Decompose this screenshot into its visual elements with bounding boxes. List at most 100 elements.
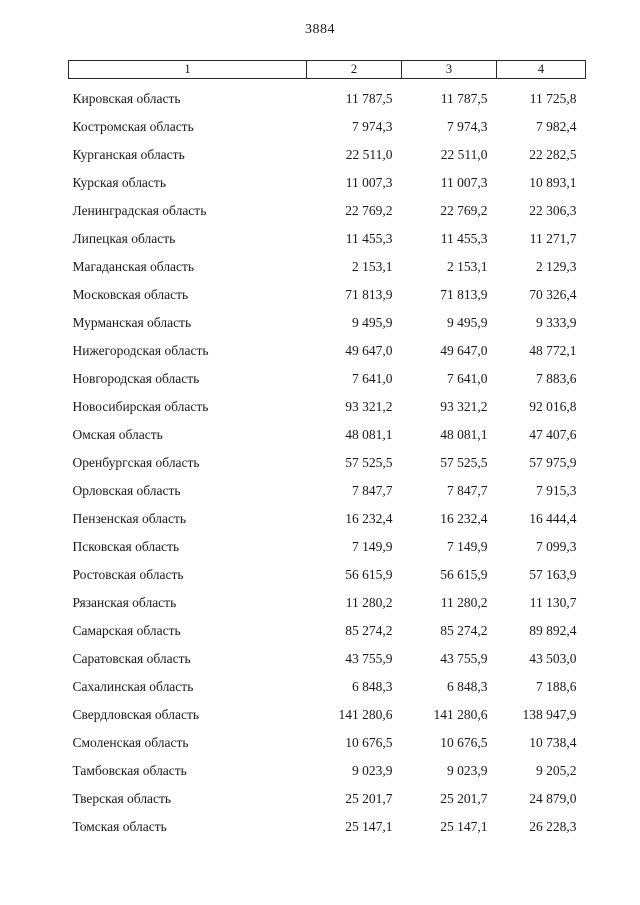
value-cell: 10 676,5 xyxy=(440,735,488,750)
table-row: Магаданская область 2 153,1 2 153,1 2 129,3 xyxy=(69,253,586,281)
value-cell: 16 444,4 xyxy=(529,511,577,526)
value-cell: 56 615,9 xyxy=(440,567,488,582)
value-cell: 25 201,7 xyxy=(440,791,488,806)
table-row: Липецкая область 11 455,3 11 455,3 11 271,7 xyxy=(69,225,586,253)
table-row: Оренбургская область 57 525,5 57 525,5 57 9… xyxy=(69,449,586,477)
value-cell: 10 893,1 xyxy=(529,175,577,190)
value-cell: 71 813,9 xyxy=(345,287,393,302)
value-cell: 85 274,2 xyxy=(440,623,488,638)
value-cell: 43 755,9 xyxy=(345,651,393,666)
value-cell: 7 974,3 xyxy=(352,119,393,134)
value-cell: 11 280,2 xyxy=(345,595,393,610)
value-cell: 11 007,3 xyxy=(345,175,393,190)
value-cell: 11 007,3 xyxy=(440,175,488,190)
value-cell: 9 495,9 xyxy=(447,315,488,330)
value-cell: 10 676,5 xyxy=(345,735,393,750)
value-cell: 6 848,3 xyxy=(352,679,393,694)
value-cell: 22 282,5 xyxy=(529,147,577,162)
table-row: Орловская область 7 847,7 7 847,7 7 915,3 xyxy=(69,477,586,505)
value-cell: 57 163,9 xyxy=(529,567,577,582)
value-cell: 2 153,1 xyxy=(447,259,488,274)
value-cell: 25 147,1 xyxy=(440,819,488,834)
value-cell: 70 326,4 xyxy=(529,287,577,302)
region-name-cell: Омская область xyxy=(72,427,163,442)
value-cell: 26 228,3 xyxy=(529,819,577,834)
region-name-cell: Рязанская область xyxy=(72,595,177,610)
value-cell: 9 495,9 xyxy=(352,315,393,330)
table-row: Тверская область 25 201,7 25 201,7 24 879,0 xyxy=(69,785,586,813)
value-cell: 2 129,3 xyxy=(536,259,577,274)
value-cell: 11 130,7 xyxy=(529,595,577,610)
value-cell: 2 153,1 xyxy=(352,259,393,274)
value-cell: 22 511,0 xyxy=(440,147,488,162)
value-cell: 7 847,7 xyxy=(352,483,393,498)
value-cell: 141 280,6 xyxy=(433,707,488,722)
table-row: Смоленская область 10 676,5 10 676,5 10 738… xyxy=(69,729,586,757)
value-cell: 43 755,9 xyxy=(440,651,488,666)
column-header-4: 4 xyxy=(496,60,586,79)
table-row: Ростовская область 56 615,9 56 615,9 57 163… xyxy=(69,561,586,589)
value-cell: 138 947,9 xyxy=(522,707,577,722)
table-row: Псковская область 7 149,9 7 149,9 7 099,3 xyxy=(69,533,586,561)
value-cell: 11 280,2 xyxy=(440,595,488,610)
value-cell: 141 280,6 xyxy=(338,707,393,722)
value-cell: 93 321,2 xyxy=(440,399,488,414)
region-name-cell: Орловская область xyxy=(72,483,181,498)
value-cell: 49 647,0 xyxy=(440,343,488,358)
value-cell: 57 975,9 xyxy=(529,455,577,470)
value-cell: 93 321,2 xyxy=(345,399,393,414)
table-row: Омская область 48 081,1 48 081,1 47 407,6 xyxy=(69,421,586,449)
table-row: Костромская область 7 974,3 7 974,3 7 982,4 xyxy=(69,113,586,141)
value-cell: 7 188,6 xyxy=(536,679,577,694)
region-name-cell: Курская область xyxy=(72,175,166,190)
table-row: Кировская область 11 787,5 11 787,5 11 725,… xyxy=(69,79,586,114)
value-cell: 47 407,6 xyxy=(529,427,577,442)
region-name-cell: Новгородская область xyxy=(72,371,200,386)
value-cell: 7 149,9 xyxy=(352,539,393,554)
value-cell: 7 099,3 xyxy=(536,539,577,554)
table-row: Томская область 25 147,1 25 147,1 26 228,3 xyxy=(69,813,586,841)
region-name-cell: Сахалинская область xyxy=(72,679,194,694)
table-row: Рязанская область 11 280,2 11 280,2 11 130,… xyxy=(69,589,586,617)
value-cell: 48 081,1 xyxy=(345,427,393,442)
value-cell: 22 769,2 xyxy=(345,203,393,218)
value-cell: 25 201,7 xyxy=(345,791,393,806)
value-cell: 22 769,2 xyxy=(440,203,488,218)
region-name-cell: Смоленская область xyxy=(72,735,189,750)
table-row: Нижегородская область 49 647,0 49 647,0 48 … xyxy=(69,337,586,365)
value-cell: 11 271,7 xyxy=(529,231,577,246)
region-name-cell: Курганская область xyxy=(72,147,185,162)
value-cell: 11 787,5 xyxy=(440,91,488,106)
table-row: Новгородская область 7 641,0 7 641,0 7 883,… xyxy=(69,365,586,393)
value-cell: 49 647,0 xyxy=(345,343,393,358)
value-cell: 11 455,3 xyxy=(440,231,488,246)
value-cell: 9 333,9 xyxy=(536,315,577,330)
value-cell: 57 525,5 xyxy=(345,455,393,470)
region-name-cell: Тамбовская область xyxy=(72,763,187,778)
region-name-cell: Нижегородская область xyxy=(72,343,209,358)
value-cell: 56 615,9 xyxy=(345,567,393,582)
region-name-cell: Самарская область xyxy=(72,623,181,638)
value-cell: 9 023,9 xyxy=(447,763,488,778)
table-row: Курганская область 22 511,0 22 511,0 22 282… xyxy=(69,141,586,169)
column-header-2: 2 xyxy=(306,60,402,79)
region-name-cell: Псковская область xyxy=(72,539,180,554)
value-cell: 7 847,7 xyxy=(447,483,488,498)
value-cell: 71 813,9 xyxy=(440,287,488,302)
value-cell: 7 974,3 xyxy=(447,119,488,134)
value-cell: 89 892,4 xyxy=(529,623,577,638)
value-cell: 24 879,0 xyxy=(529,791,577,806)
value-cell: 11 787,5 xyxy=(345,91,393,106)
value-cell: 16 232,4 xyxy=(345,511,393,526)
value-cell: 11 455,3 xyxy=(345,231,393,246)
value-cell: 48 081,1 xyxy=(440,427,488,442)
value-cell: 9 023,9 xyxy=(352,763,393,778)
region-name-cell: Томская область xyxy=(72,819,167,834)
region-name-cell: Ростовская область xyxy=(72,567,184,582)
region-name-cell: Костромская область xyxy=(72,119,194,134)
value-cell: 48 772,1 xyxy=(529,343,577,358)
table-row: Тамбовская область 9 023,9 9 023,9 9 205,2 xyxy=(69,757,586,785)
region-name-cell: Новосибирская область xyxy=(72,399,209,414)
